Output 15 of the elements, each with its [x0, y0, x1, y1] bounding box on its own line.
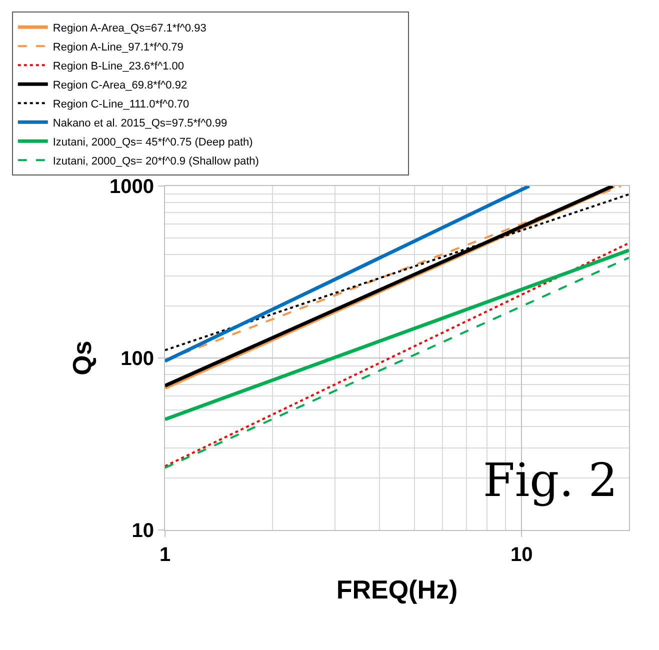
legend-label: Region C-Area_69.8*f^0.92	[52, 79, 188, 92]
x-tick-label: 1	[159, 544, 171, 566]
legend-label: Nakano et al. 2015_Qs=97.5*f^0.99	[52, 117, 228, 130]
x-axis-title: FREQ(Hz)	[336, 574, 458, 605]
legend-label: Region B-Line_23.6*f^1.00	[52, 60, 184, 72]
legend-label: Izutani, 2000_Qs= 20*f^0.9 (Shallow path)	[52, 155, 259, 168]
legend-label: Region A-Area_Qs=67.1*f^0.93	[52, 22, 206, 34]
y-tick-label: 1000	[110, 176, 154, 198]
legend-label: Region C-Line_111.0*f^0.70	[52, 98, 190, 110]
legend-label: Izutani, 2000_Qs= 45*f^0.75 (Deep path)	[52, 136, 253, 148]
legend-label: Region A-Line_97.1*f^0.79	[52, 41, 184, 54]
y-tick-label: 100	[120, 348, 154, 370]
y-tick-label: 10	[132, 520, 154, 542]
annotation: Fig. 2	[483, 453, 618, 507]
y-axis-title: Qs	[66, 340, 97, 376]
